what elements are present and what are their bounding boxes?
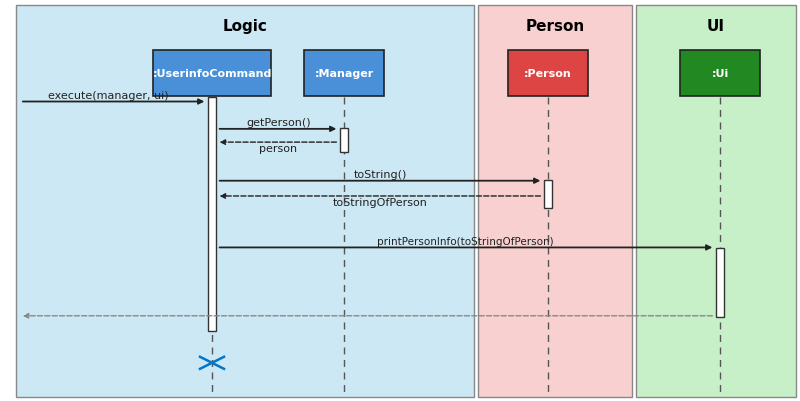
Text: :Ui: :Ui xyxy=(711,69,729,79)
Text: :Person: :Person xyxy=(524,69,572,79)
Text: execute(manager, ui): execute(manager, ui) xyxy=(48,91,168,100)
Bar xyxy=(304,51,384,97)
Bar xyxy=(153,51,271,97)
Bar xyxy=(208,97,216,331)
Text: printPersonInfo(toStringOfPerson): printPersonInfo(toStringOfPerson) xyxy=(378,237,554,246)
Text: Logic: Logic xyxy=(222,18,267,34)
Text: :Manager: :Manager xyxy=(314,69,374,79)
Text: toString(): toString() xyxy=(354,170,406,179)
Text: getPerson(): getPerson() xyxy=(246,118,310,128)
Bar xyxy=(16,6,474,397)
Bar xyxy=(544,180,553,209)
Bar xyxy=(636,6,796,397)
Text: UI: UI xyxy=(707,18,725,34)
Text: Person: Person xyxy=(526,18,585,34)
Bar xyxy=(478,6,632,397)
Bar xyxy=(716,249,725,317)
Bar xyxy=(680,51,760,97)
Text: person: person xyxy=(259,144,298,153)
Bar xyxy=(339,128,349,152)
Text: toStringOfPerson: toStringOfPerson xyxy=(333,197,427,207)
Bar xyxy=(508,51,588,97)
Text: :UserinfoCommand: :UserinfoCommand xyxy=(152,69,272,79)
